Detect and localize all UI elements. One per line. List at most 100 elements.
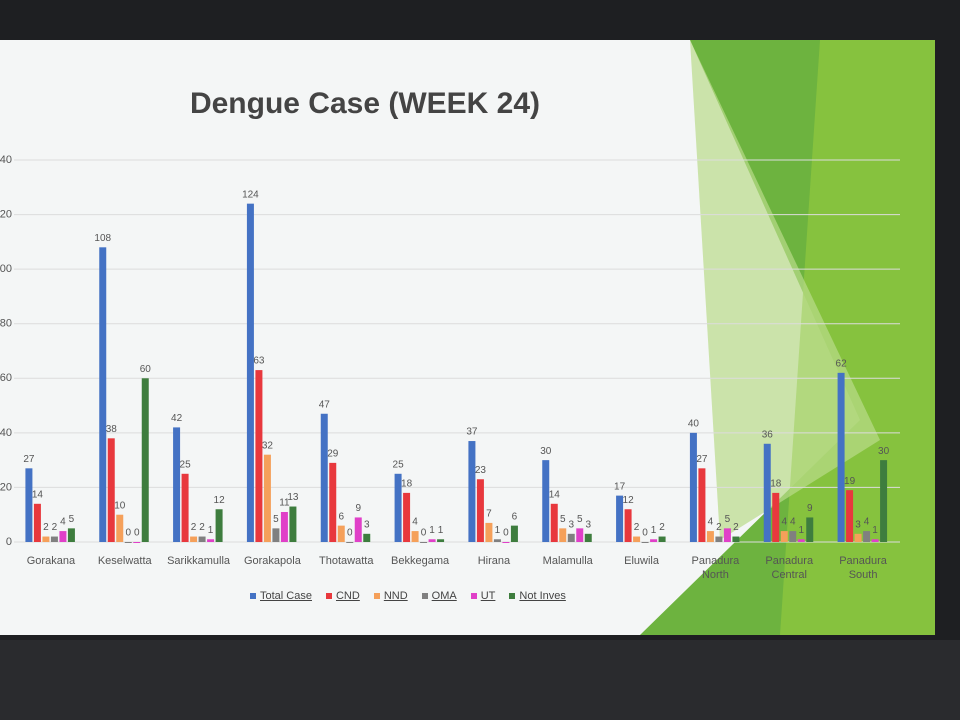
data-label: 25 [180,459,192,470]
bar [706,531,714,542]
data-label: 2 [659,522,665,533]
legend-item: NND [373,590,408,602]
y-tick-label: 0 [6,536,12,548]
bar [198,536,206,542]
data-label: 4 [708,517,714,528]
x-tick-label: Keselwatta [97,555,152,567]
bar [411,531,419,542]
legend-label: Not Inves [519,590,566,602]
data-label: 2 [191,522,197,533]
bar [658,536,666,542]
y-tick-label: 140 [0,154,12,166]
data-label: 25 [393,459,405,470]
x-tick-label: Gorakapola [243,555,301,567]
data-label: 32 [262,440,274,451]
bar [689,432,697,542]
data-label: 62 [836,358,848,369]
legend-item: Not Inves [509,590,566,602]
legend-label: OMA [431,590,457,602]
data-label: 27 [696,454,708,465]
data-label: 14 [32,489,44,500]
bar [633,536,641,542]
bar [50,536,58,542]
data-label: 0 [503,528,509,539]
legend-label: Total Case [260,590,312,602]
bar [141,378,149,542]
x-tick-label: Panadura South [839,555,887,581]
bar [567,533,575,542]
bar [880,460,888,542]
data-label: 4 [790,517,796,528]
data-label: 4 [864,517,870,528]
x-tick-label: Hirana [477,555,511,567]
bar [215,509,223,542]
bar [437,539,445,542]
data-label: 30 [540,446,552,457]
bar [502,542,510,543]
bar [493,539,501,542]
bar [854,533,862,542]
y-tick-label: 60 [0,372,12,384]
data-label: 2 [52,522,58,533]
data-label: 63 [253,356,265,367]
bar [116,514,124,542]
bar [403,492,411,542]
bar [133,542,141,543]
y-tick-label: 20 [0,481,12,493]
bar [806,517,814,542]
data-label: 1 [208,525,214,536]
data-label: 0 [347,528,353,539]
data-label: 5 [273,514,279,525]
data-label: 5 [725,514,731,525]
bar [394,473,402,542]
legend-item: OMA [421,590,457,602]
data-label: 36 [762,429,774,440]
bar [42,536,50,542]
data-label: 23 [475,465,487,476]
data-label: 37 [466,427,478,438]
data-label: 7 [486,509,492,520]
legend-swatch [325,593,332,599]
legend-swatch [470,593,477,599]
x-tick-label: Malamulla [542,555,593,567]
x-tick-label: Thotawatta [319,555,374,567]
bar [550,503,558,542]
data-label: 9 [807,503,813,514]
data-label: 1 [429,525,435,536]
x-tick-label: Panadura North [691,555,740,581]
data-label: 5 [560,514,566,525]
bar [789,531,797,542]
bar [559,528,567,542]
y-tick-label: 80 [0,318,12,330]
bar [363,533,371,542]
bar [207,539,215,542]
data-label: 108 [94,233,111,244]
bar [584,533,592,542]
bar [190,536,198,542]
bar [33,503,41,542]
decor [780,40,935,635]
bar [732,536,740,542]
bar [99,247,107,543]
bar [181,473,189,542]
bar [280,511,288,542]
bar [863,531,871,542]
bar [320,413,328,542]
decor [690,40,880,540]
bar [246,203,254,542]
x-tick-label: Eluwila [624,555,659,567]
bar [107,438,115,542]
data-label: 3 [568,519,574,530]
bar [255,370,263,542]
legend-label: UT [480,590,496,602]
bar [428,539,436,542]
data-label: 47 [319,399,331,410]
data-label: 18 [401,479,413,490]
data-label: 5 [577,514,583,525]
monitor-bezel [0,640,960,720]
data-label: 38 [106,424,118,435]
bar [346,542,354,543]
data-label: 2 [43,522,49,533]
data-label: 1 [495,525,501,536]
data-label: 13 [287,492,299,503]
